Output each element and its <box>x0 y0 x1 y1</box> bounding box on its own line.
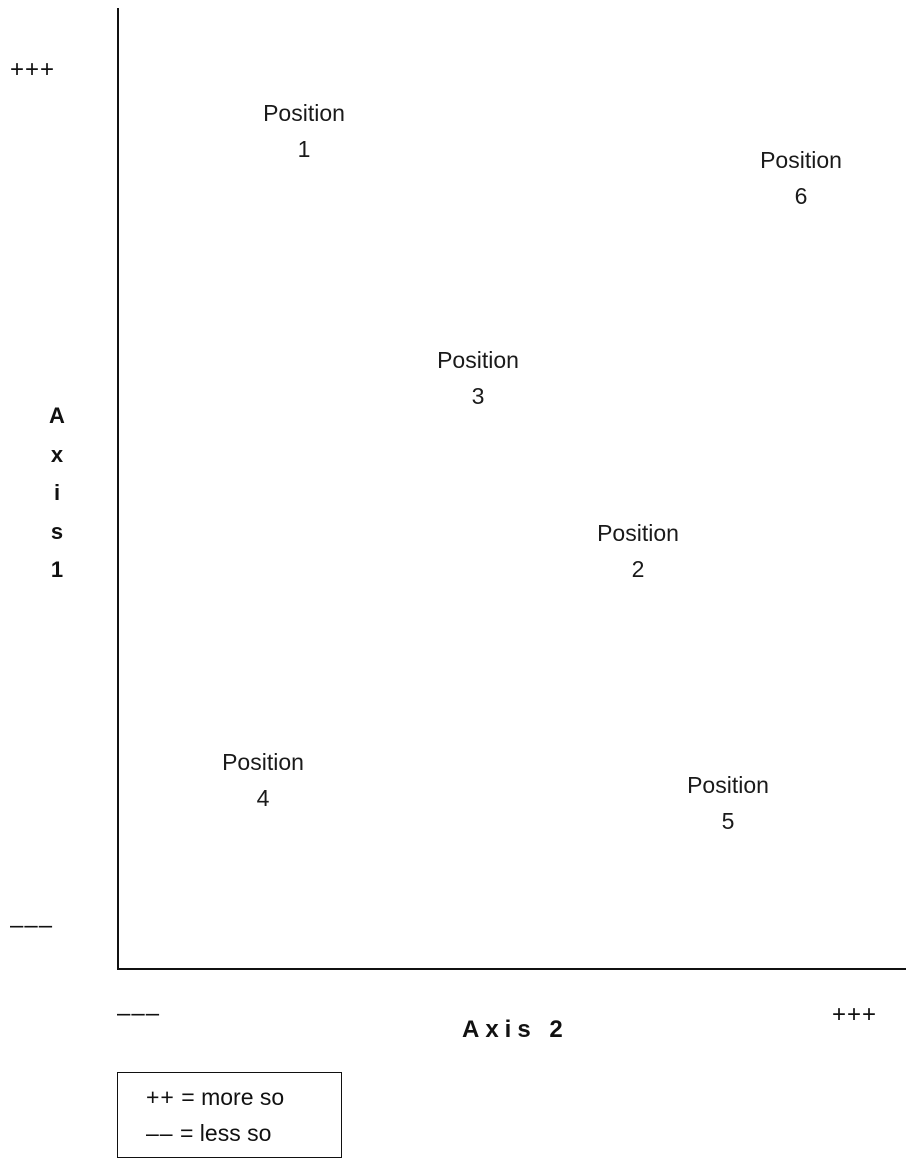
position-2-label: Position 2 <box>558 515 718 587</box>
position-6-label: Position 6 <box>721 142 881 214</box>
legend-box: ++ = more so –– = less so <box>117 1072 342 1158</box>
legend-symbol: ++ <box>146 1084 175 1110</box>
position-number: 4 <box>256 785 270 811</box>
legend-symbol: –– <box>146 1120 174 1146</box>
position-word: Position <box>263 100 345 126</box>
x-axis-title: Axis 2 <box>462 1016 569 1043</box>
position-word: Position <box>222 749 304 775</box>
y-axis-bottom-label: ––– <box>10 912 54 939</box>
position-word: Position <box>597 520 679 546</box>
legend-text: = more so <box>174 1084 285 1110</box>
y-axis-top-label: +++ <box>10 56 56 83</box>
position-number: 2 <box>631 556 645 582</box>
position-word: Position <box>687 772 769 798</box>
y-axis-title-letter: 1 <box>50 557 64 583</box>
y-axis-title-letter: s <box>50 518 64 544</box>
y-axis-title-letter: i <box>53 480 61 506</box>
position-number: 1 <box>297 136 311 162</box>
legend-row-less: –– = less so <box>146 1115 341 1151</box>
y-axis-title-letter: A <box>49 403 65 428</box>
legend-row-more: ++ = more so <box>146 1079 341 1115</box>
y-axis-title-letter: x <box>50 441 64 467</box>
position-3-label: Position 3 <box>398 342 558 414</box>
position-4-label: Position 4 <box>183 744 343 816</box>
position-number: 6 <box>794 183 808 209</box>
x-axis-left-label: ––– <box>117 1000 161 1027</box>
y-axis-title: A x i s 1 <box>40 397 74 590</box>
legend-text: = less so <box>173 1120 272 1146</box>
position-5-label: Position 5 <box>648 767 808 839</box>
x-axis-right-label: +++ <box>832 1001 878 1028</box>
position-word: Position <box>760 147 842 173</box>
position-number: 3 <box>471 383 485 409</box>
x-axis-line <box>117 968 906 970</box>
y-axis-line <box>117 8 119 970</box>
position-number: 5 <box>721 808 735 834</box>
position-word: Position <box>437 347 519 373</box>
position-1-label: Position 1 <box>224 95 384 167</box>
